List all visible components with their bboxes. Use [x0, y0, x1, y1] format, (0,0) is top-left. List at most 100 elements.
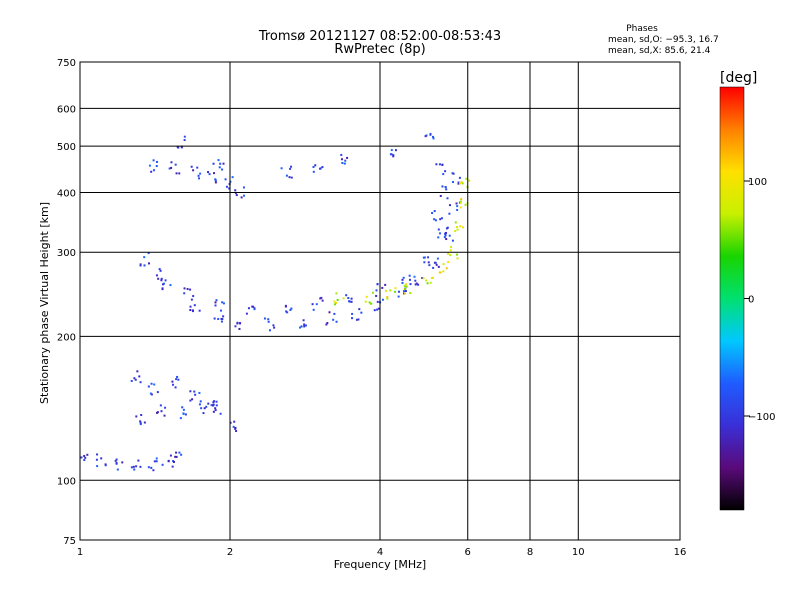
- data-point: [214, 304, 217, 307]
- data-point: [357, 318, 360, 321]
- data-point: [189, 399, 192, 402]
- data-point: [213, 172, 216, 175]
- data-point: [208, 173, 211, 176]
- data-point: [183, 135, 186, 138]
- data-point: [235, 194, 238, 197]
- data-point: [156, 391, 159, 394]
- data-point: [189, 390, 192, 393]
- data-point: [455, 253, 458, 256]
- data-point: [161, 288, 164, 291]
- y-tick-label: 100: [57, 476, 76, 487]
- series-O: [80, 132, 461, 472]
- data-point: [376, 282, 379, 285]
- data-point: [96, 453, 99, 456]
- y-tick-label: 500: [57, 142, 76, 153]
- data-point: [386, 296, 389, 299]
- data-point: [384, 283, 387, 286]
- data-point: [439, 194, 442, 197]
- data-point: [197, 174, 200, 177]
- data-point: [159, 404, 162, 407]
- data-point: [184, 413, 187, 416]
- data-point: [403, 292, 406, 295]
- data-point: [212, 401, 215, 404]
- data-point: [403, 284, 406, 287]
- data-point: [336, 298, 339, 301]
- data-point: [445, 238, 448, 241]
- data-point: [198, 391, 201, 394]
- data-point: [181, 406, 184, 409]
- data-point: [235, 429, 238, 432]
- data-point: [442, 173, 445, 176]
- data-point: [449, 249, 452, 252]
- data-point: [401, 278, 404, 281]
- data-point: [247, 307, 250, 310]
- data-point: [405, 283, 408, 286]
- data-point: [445, 227, 448, 230]
- data-point: [80, 456, 83, 459]
- data-point: [190, 298, 193, 301]
- data-point: [160, 279, 163, 282]
- data-point: [150, 382, 153, 385]
- data-point: [153, 460, 156, 463]
- data-point: [189, 309, 192, 312]
- data-point: [448, 212, 451, 215]
- data-point: [214, 181, 217, 184]
- data-point: [149, 392, 152, 395]
- data-point: [214, 179, 217, 182]
- data-point: [448, 234, 451, 237]
- data-point: [437, 228, 440, 231]
- data-point: [191, 309, 194, 312]
- data-point: [298, 326, 301, 329]
- data-point: [394, 287, 397, 290]
- data-point: [272, 324, 275, 327]
- data-point: [215, 404, 218, 407]
- data-point: [333, 300, 336, 303]
- data-point: [160, 410, 163, 413]
- data-point: [432, 135, 435, 138]
- data-point: [429, 133, 432, 136]
- data-point: [174, 386, 177, 389]
- data-point: [143, 256, 146, 259]
- data-point: [267, 320, 270, 323]
- data-point: [219, 309, 222, 312]
- data-point: [431, 211, 434, 214]
- data-point: [137, 459, 140, 462]
- data-point: [456, 257, 459, 260]
- data-point: [104, 463, 107, 466]
- data-point: [164, 279, 167, 282]
- x-tick-label: 6: [465, 547, 471, 558]
- series-X: [333, 177, 471, 306]
- data-point: [348, 300, 351, 303]
- data-point: [156, 411, 159, 414]
- data-point: [198, 309, 201, 312]
- data-point: [333, 312, 336, 315]
- data-point: [386, 297, 389, 300]
- data-point: [444, 186, 447, 189]
- data-point: [455, 225, 458, 228]
- data-point: [422, 256, 425, 259]
- data-point: [205, 405, 208, 408]
- data-point: [159, 269, 162, 272]
- data-point: [408, 274, 411, 277]
- data-point: [355, 318, 358, 321]
- x-tick-label: 2: [227, 547, 233, 558]
- data-point: [332, 318, 335, 321]
- data-point: [440, 217, 443, 220]
- data-point: [182, 408, 185, 411]
- y-axis-label: Stationary phase Virtual Height [km]: [38, 202, 51, 404]
- data-point: [86, 453, 89, 456]
- data-point: [252, 305, 255, 308]
- data-point: [312, 308, 315, 311]
- data-point: [464, 203, 467, 206]
- plot-frame: [79, 61, 681, 541]
- data-point: [455, 202, 458, 205]
- data-point: [175, 172, 178, 175]
- data-point: [253, 308, 256, 311]
- data-point: [429, 281, 432, 284]
- data-point: [321, 166, 324, 169]
- data-point: [175, 451, 178, 454]
- data-point: [179, 417, 182, 420]
- data-point: [193, 304, 196, 307]
- data-point: [444, 234, 447, 237]
